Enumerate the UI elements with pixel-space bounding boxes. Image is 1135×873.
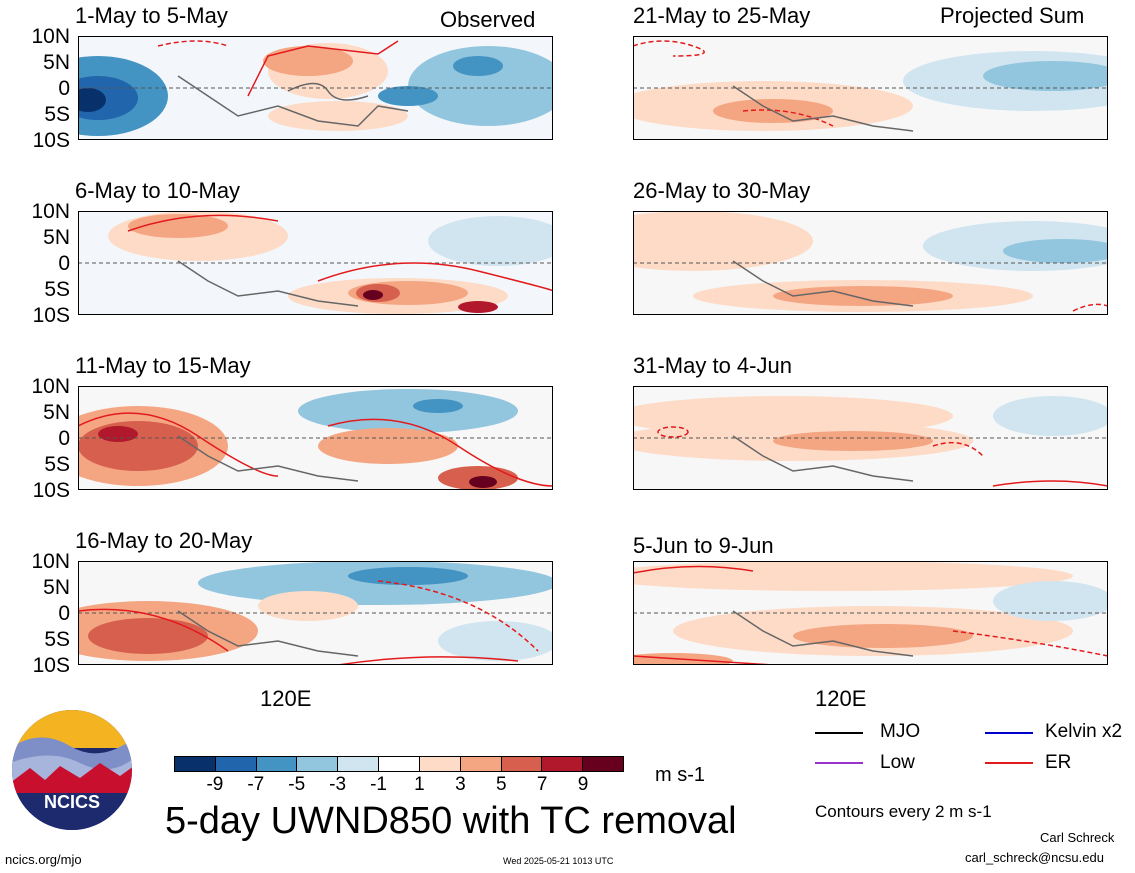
map-panel-4 (78, 561, 553, 665)
map-panel-7 (633, 386, 1108, 490)
colorbar-tick-label: 9 (577, 774, 589, 795)
colorbar-tick-label: 7 (536, 774, 548, 795)
panel-title: 21-May to 25-May (633, 3, 811, 28)
lat-tick-label: 5N (43, 226, 70, 249)
map-panel-3 (78, 386, 553, 490)
map-panel-8 (633, 561, 1108, 665)
colorbar-segment (256, 757, 298, 771)
colorbar-tick-label: -7 (247, 774, 265, 795)
legend-label-mjo: MJO (880, 721, 921, 742)
map-panel-5 (633, 36, 1108, 140)
colorbar-segment (583, 757, 623, 771)
panel-title: 26-May to 30-May (633, 178, 811, 203)
lat-tick-label: 0 (58, 77, 70, 100)
observed-label: Observed (440, 7, 536, 32)
logo-text: NCICS (43, 792, 100, 812)
colorbar-tick-label: 1 (414, 774, 425, 795)
heatmap-7 (633, 386, 1108, 490)
timestamp: Wed 2025-05-21 1013 UTC (503, 856, 614, 866)
author-email[interactable]: carl_schreck@ncsu.edu (965, 850, 1104, 865)
lat-tick-label: 0 (58, 602, 70, 625)
panel-title: 31-May to 4-Jun (633, 353, 792, 378)
map-panel-2 (78, 211, 553, 315)
colorbar-tick-label: 3 (455, 774, 466, 795)
site-url[interactable]: ncics.org/mjo (5, 852, 82, 867)
panel-title: 5-Jun to 9-Jun (633, 533, 774, 558)
map-panel-1 (78, 36, 553, 140)
panel-title: 11-May to 15-May (75, 353, 251, 378)
units-label: m s-1 (655, 764, 705, 786)
heatmap-6 (633, 211, 1108, 315)
colorbar-segment (379, 757, 420, 771)
ncics-logo: NCICS (10, 708, 134, 832)
colorbar-tick-label: -9 (206, 774, 224, 795)
colorbar-tick-label: 5 (495, 774, 507, 795)
colorbar-segment (297, 757, 339, 771)
lat-tick-label: 5N (43, 401, 70, 424)
colorbar-segment (338, 757, 380, 771)
heatmap-8 (633, 561, 1108, 665)
colorbar-segment (460, 757, 502, 771)
map-panel-6 (633, 211, 1108, 315)
lat-tick-label: 5N (43, 576, 70, 599)
legend-label-er: ER (1045, 752, 1072, 773)
colorbar-segment (215, 757, 257, 771)
legend-swatch-er (985, 762, 1033, 764)
lat-tick-label: 5S (44, 278, 70, 301)
projected-label: Projected Sum (940, 3, 1085, 28)
lat-tick-label: 10N (31, 550, 70, 573)
lat-tick-label: 5S (44, 628, 70, 651)
heatmap-4 (78, 561, 553, 665)
lat-tick-label: 0 (58, 427, 70, 450)
colorbar-tick-label: -3 (329, 774, 347, 795)
lat-tick-label: 5N (43, 51, 70, 74)
lat-tick-label: 5S (44, 103, 70, 126)
colorbar-segment (419, 757, 461, 771)
legend-swatch-kelvin (985, 732, 1033, 734)
legend-swatch-mjo (815, 732, 863, 734)
panel-title: 16-May to 20-May (75, 528, 253, 553)
colorbar-tick-label: -1 (370, 774, 387, 795)
x-tick-label-right: 120E (815, 686, 867, 711)
panel-title: 1-May to 5-May (75, 3, 228, 28)
lat-tick-label: 10N (31, 25, 70, 48)
heatmap-2 (78, 211, 553, 315)
colorbar-segment (501, 757, 543, 771)
colorbar-tick-label: -5 (288, 774, 306, 795)
lat-tick-label: 10S (32, 479, 70, 502)
contour-note: Contours every 2 m s-1 (815, 802, 992, 821)
legend-label-low: Low (880, 752, 915, 773)
panel-title: 6-May to 10-May (75, 178, 241, 203)
legend-label-kelvin: Kelvin x2 (1045, 721, 1123, 742)
lat-tick-label: 10S (32, 129, 70, 152)
chart-title: 5-day UWND850 with TC removal (165, 800, 737, 842)
lat-tick-label: 5S (44, 453, 70, 476)
lat-tick-label: 0 (58, 252, 70, 275)
lat-tick-label: 10S (32, 304, 70, 327)
heatmap-1 (78, 36, 553, 140)
author-name: Carl Schreck (1040, 830, 1115, 845)
colorbar (174, 756, 624, 772)
heatmap-5 (633, 36, 1108, 140)
x-tick-label-left: 120E (260, 686, 312, 711)
colorbar-segment (175, 757, 216, 771)
colorbar-segment (542, 757, 584, 771)
heatmap-3 (78, 386, 553, 490)
lat-tick-label: 10S (32, 654, 70, 677)
lat-tick-label: 10N (31, 375, 70, 398)
lat-tick-label: 10N (31, 200, 70, 223)
legend-swatch-low (815, 762, 863, 764)
